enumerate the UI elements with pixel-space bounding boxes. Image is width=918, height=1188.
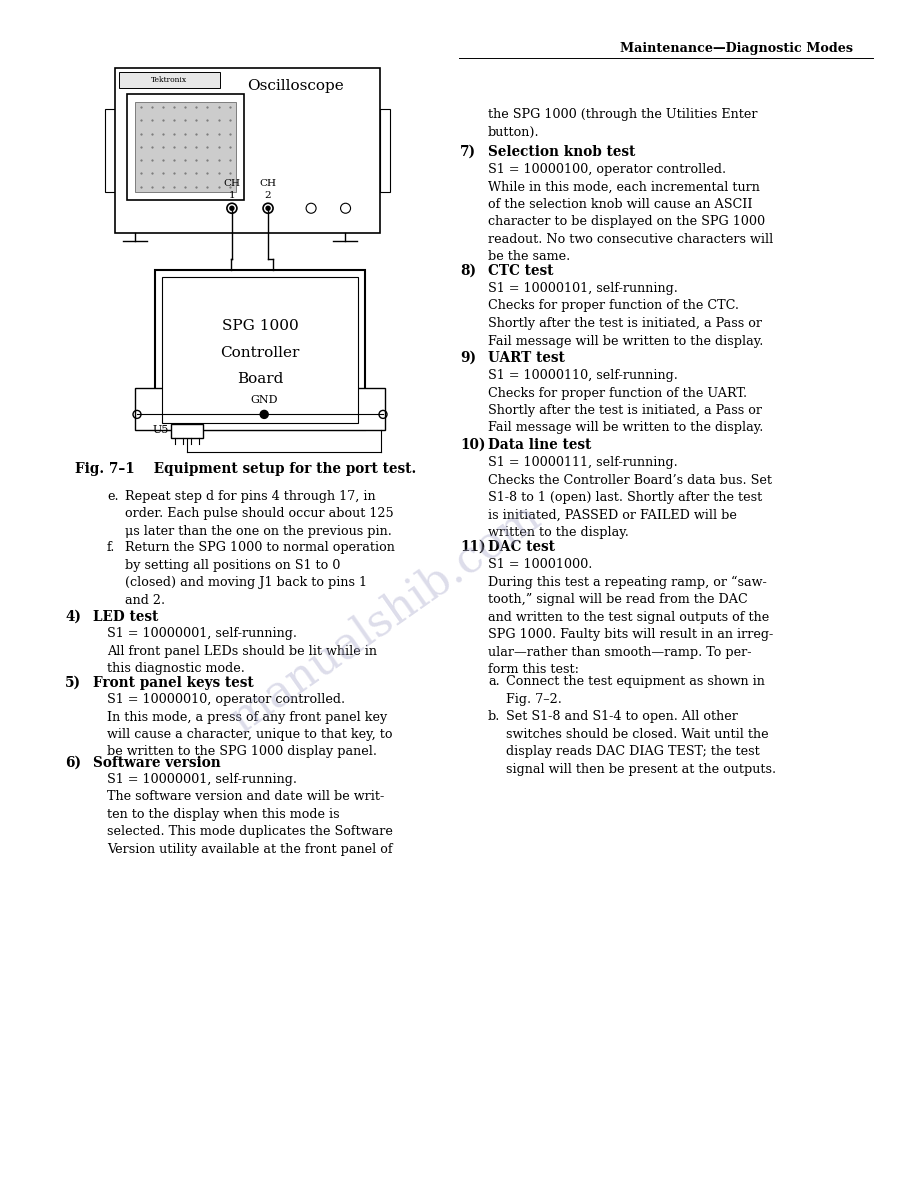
Text: Controller: Controller bbox=[220, 346, 299, 360]
Text: Tektronix: Tektronix bbox=[151, 76, 187, 84]
Text: 2: 2 bbox=[264, 191, 272, 200]
Text: 11): 11) bbox=[460, 541, 486, 554]
Text: S1 = 10000101, self-running.
Checks for proper function of the CTC.
Shortly afte: S1 = 10000101, self-running. Checks for … bbox=[488, 282, 764, 348]
Text: b.: b. bbox=[488, 710, 500, 723]
Text: S1 = 10000110, self-running.
Checks for proper function of the UART.
Shortly aft: S1 = 10000110, self-running. Checks for … bbox=[488, 369, 764, 435]
Text: manualshib.com: manualshib.com bbox=[222, 494, 549, 741]
Text: S1 = 10000010, operator controlled.
In this mode, a press of any front panel key: S1 = 10000010, operator controlled. In t… bbox=[107, 693, 393, 758]
Text: CTC test: CTC test bbox=[488, 264, 554, 278]
Text: Return the SPG 1000 to normal operation
by setting all positions on S1 to 0
(clo: Return the SPG 1000 to normal operation … bbox=[125, 541, 395, 607]
Text: DAC test: DAC test bbox=[488, 541, 555, 554]
Bar bbox=[171, 424, 203, 438]
Text: S1 = 10000001, self-running.
The software version and date will be writ-
ten to : S1 = 10000001, self-running. The softwar… bbox=[107, 773, 393, 857]
Text: CH: CH bbox=[223, 179, 241, 188]
Text: 9): 9) bbox=[460, 350, 476, 365]
Text: 4): 4) bbox=[65, 609, 81, 624]
Text: Software version: Software version bbox=[93, 756, 220, 770]
Text: Oscilloscope: Oscilloscope bbox=[247, 78, 343, 93]
Text: CH: CH bbox=[260, 179, 276, 188]
Bar bbox=[162, 277, 358, 423]
Text: 5): 5) bbox=[65, 676, 81, 690]
Text: 10): 10) bbox=[460, 438, 486, 451]
Text: the SPG 1000 (through the Utilities Enter
button).: the SPG 1000 (through the Utilities Ente… bbox=[488, 108, 757, 139]
Text: SPG 1000: SPG 1000 bbox=[221, 320, 298, 333]
Text: Front panel keys test: Front panel keys test bbox=[93, 676, 253, 690]
Text: Selection knob test: Selection knob test bbox=[488, 145, 635, 159]
Text: 8): 8) bbox=[460, 264, 476, 278]
Bar bbox=[155, 270, 365, 430]
Bar bbox=[380, 109, 390, 191]
Text: UART test: UART test bbox=[488, 350, 565, 365]
Text: 7): 7) bbox=[460, 145, 476, 159]
Bar bbox=[119, 72, 219, 88]
Bar bbox=[135, 388, 385, 430]
Bar bbox=[127, 94, 243, 200]
Text: Set S1-8 and S1-4 to open. All other
switches should be closed. Wait until the
d: Set S1-8 and S1-4 to open. All other swi… bbox=[506, 710, 776, 776]
Text: 6): 6) bbox=[65, 756, 81, 770]
Text: Repeat step d for pins 4 through 17, in
order. Each pulse should occur about 125: Repeat step d for pins 4 through 17, in … bbox=[125, 489, 394, 538]
Text: Fig. 7–1    Equipment setup for the port test.: Fig. 7–1 Equipment setup for the port te… bbox=[75, 462, 416, 476]
Text: S1 = 10000111, self-running.
Checks the Controller Board’s data bus. Set
S1-8 to: S1 = 10000111, self-running. Checks the … bbox=[488, 456, 772, 539]
Text: 1: 1 bbox=[229, 191, 235, 200]
Text: Data line test: Data line test bbox=[488, 438, 591, 451]
Text: S1 = 10000100, operator controlled.
While in this mode, each incremental turn
of: S1 = 10000100, operator controlled. Whil… bbox=[488, 163, 773, 264]
Text: Maintenance—Diagnostic Modes: Maintenance—Diagnostic Modes bbox=[620, 42, 853, 55]
Text: LED test: LED test bbox=[93, 609, 159, 624]
Text: S1 = 10001000.
During this test a repeating ramp, or “saw-
tooth,” signal will b: S1 = 10001000. During this test a repeat… bbox=[488, 558, 773, 676]
Bar bbox=[115, 68, 380, 233]
Text: Connect the test equipment as shown in
Fig. 7–2.: Connect the test equipment as shown in F… bbox=[506, 675, 765, 706]
Bar bbox=[105, 109, 115, 191]
Text: a.: a. bbox=[488, 675, 499, 688]
Text: e.: e. bbox=[107, 489, 118, 503]
Text: GND: GND bbox=[251, 396, 278, 405]
Circle shape bbox=[230, 207, 234, 210]
Text: f.: f. bbox=[107, 541, 116, 554]
Circle shape bbox=[266, 207, 270, 210]
Bar bbox=[135, 102, 236, 191]
Text: S1 = 10000001, self-running.
All front panel LEDs should be lit while in
this di: S1 = 10000001, self-running. All front p… bbox=[107, 627, 377, 675]
Text: U5: U5 bbox=[153, 425, 170, 435]
Circle shape bbox=[260, 410, 268, 418]
Text: Board: Board bbox=[237, 372, 283, 386]
